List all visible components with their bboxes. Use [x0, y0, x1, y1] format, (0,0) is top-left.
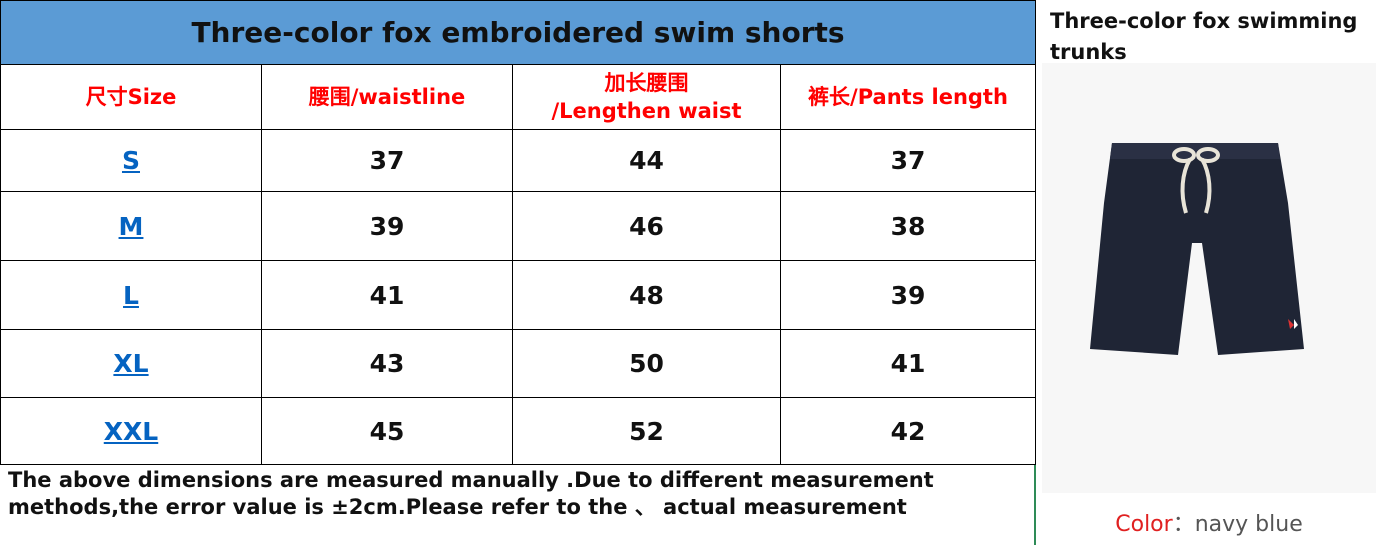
size-label: M — [0, 192, 262, 261]
measurement: 52 — [513, 398, 781, 465]
measurement: 45 — [262, 398, 513, 465]
measurement: 50 — [513, 330, 781, 398]
column-header: 加长腰围 /Lengthen waist — [513, 65, 781, 130]
table-title: Three-color fox embroidered swim shorts — [0, 0, 1036, 65]
measurement: 46 — [513, 192, 781, 261]
column-header: 腰围/waistline — [262, 65, 513, 130]
measurement: 41 — [781, 330, 1036, 398]
product-image — [1042, 63, 1376, 493]
product-color: Color：navy blue — [1042, 506, 1376, 538]
color-value: navy blue — [1194, 512, 1303, 537]
measurement: 39 — [262, 192, 513, 261]
column-header: 裤长/Pants length — [781, 65, 1036, 130]
product-title: Three-color fox swimming trunks — [1050, 9, 1358, 64]
measurement: 44 — [513, 130, 781, 192]
measurement: 48 — [513, 261, 781, 330]
measurement: 42 — [781, 398, 1036, 465]
size-label: XL — [0, 330, 262, 398]
color-label: Color — [1115, 512, 1173, 537]
measurement: 37 — [262, 130, 513, 192]
table-note: The above dimensions are measured manual… — [0, 465, 1036, 545]
shorts-illustration — [1090, 143, 1304, 355]
measurement: 39 — [781, 261, 1036, 330]
size-label: S — [0, 130, 262, 192]
measurement: 41 — [262, 261, 513, 330]
measurement: 37 — [781, 130, 1036, 192]
size-label: XXL — [0, 398, 262, 465]
measurement: 38 — [781, 192, 1036, 261]
measurement: 43 — [262, 330, 513, 398]
color-separator: ： — [1172, 512, 1195, 537]
column-header: 尺寸Size — [0, 65, 262, 130]
size-label: L — [0, 261, 262, 330]
